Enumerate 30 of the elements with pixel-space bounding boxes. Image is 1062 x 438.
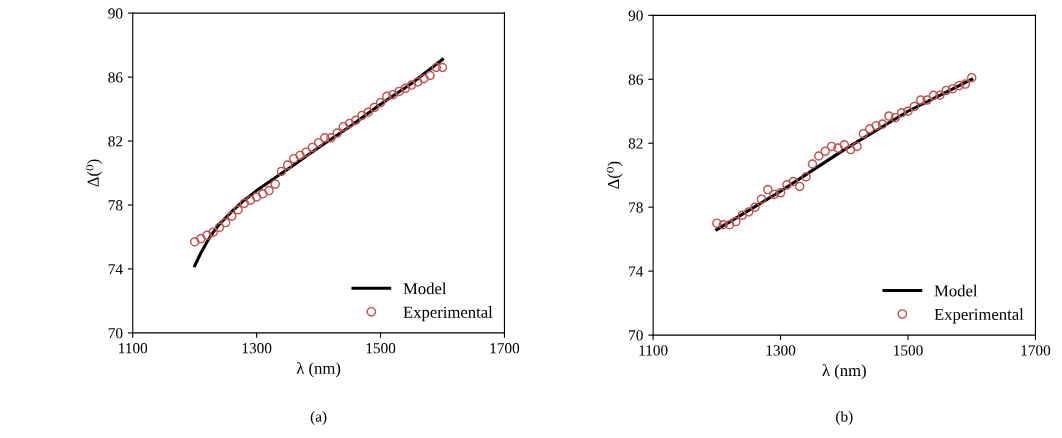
- y-tick-label: 70: [108, 328, 123, 339]
- y-tick-label: 78: [629, 202, 643, 213]
- y-tick-label: 78: [108, 200, 123, 211]
- y-tick-label: 82: [628, 138, 643, 149]
- x-tick-label: 1300: [242, 343, 272, 354]
- y-tick-label: 74: [108, 264, 123, 275]
- y-tick-label: 74: [629, 266, 644, 277]
- y-axis-title: Δ(⁰): [606, 161, 623, 189]
- y-tick-label: 90: [108, 8, 123, 19]
- text: (b): [836, 411, 853, 425]
- x-axis-title: λ (nm): [822, 364, 866, 380]
- y-tick-label: 86: [628, 74, 643, 85]
- legend-label: Model: [934, 284, 978, 297]
- x-tick-label: 1500: [894, 345, 923, 356]
- x-tick-label: 1100: [119, 343, 148, 354]
- legend-label: Experimental: [403, 306, 493, 322]
- legend-label: Experimental: [934, 308, 1024, 324]
- x-tick-label: 1700: [1021, 345, 1051, 356]
- x-tick-label: 1500: [366, 343, 396, 354]
- text: (a): [310, 411, 327, 425]
- y-axis-title: Δ(⁰): [86, 159, 103, 187]
- x-tick-label: 1100: [639, 345, 668, 356]
- legend-label: Model: [403, 282, 447, 295]
- y-tick-label: 82: [108, 136, 123, 147]
- y-tick-label: 86: [108, 72, 123, 83]
- y-tick-label: 70: [629, 330, 643, 341]
- x-axis-title: λ (nm): [296, 362, 341, 378]
- x-tick-label: 1300: [766, 345, 796, 356]
- y-tick-label: 90: [628, 10, 643, 21]
- x-tick-label: 1700: [490, 343, 520, 354]
